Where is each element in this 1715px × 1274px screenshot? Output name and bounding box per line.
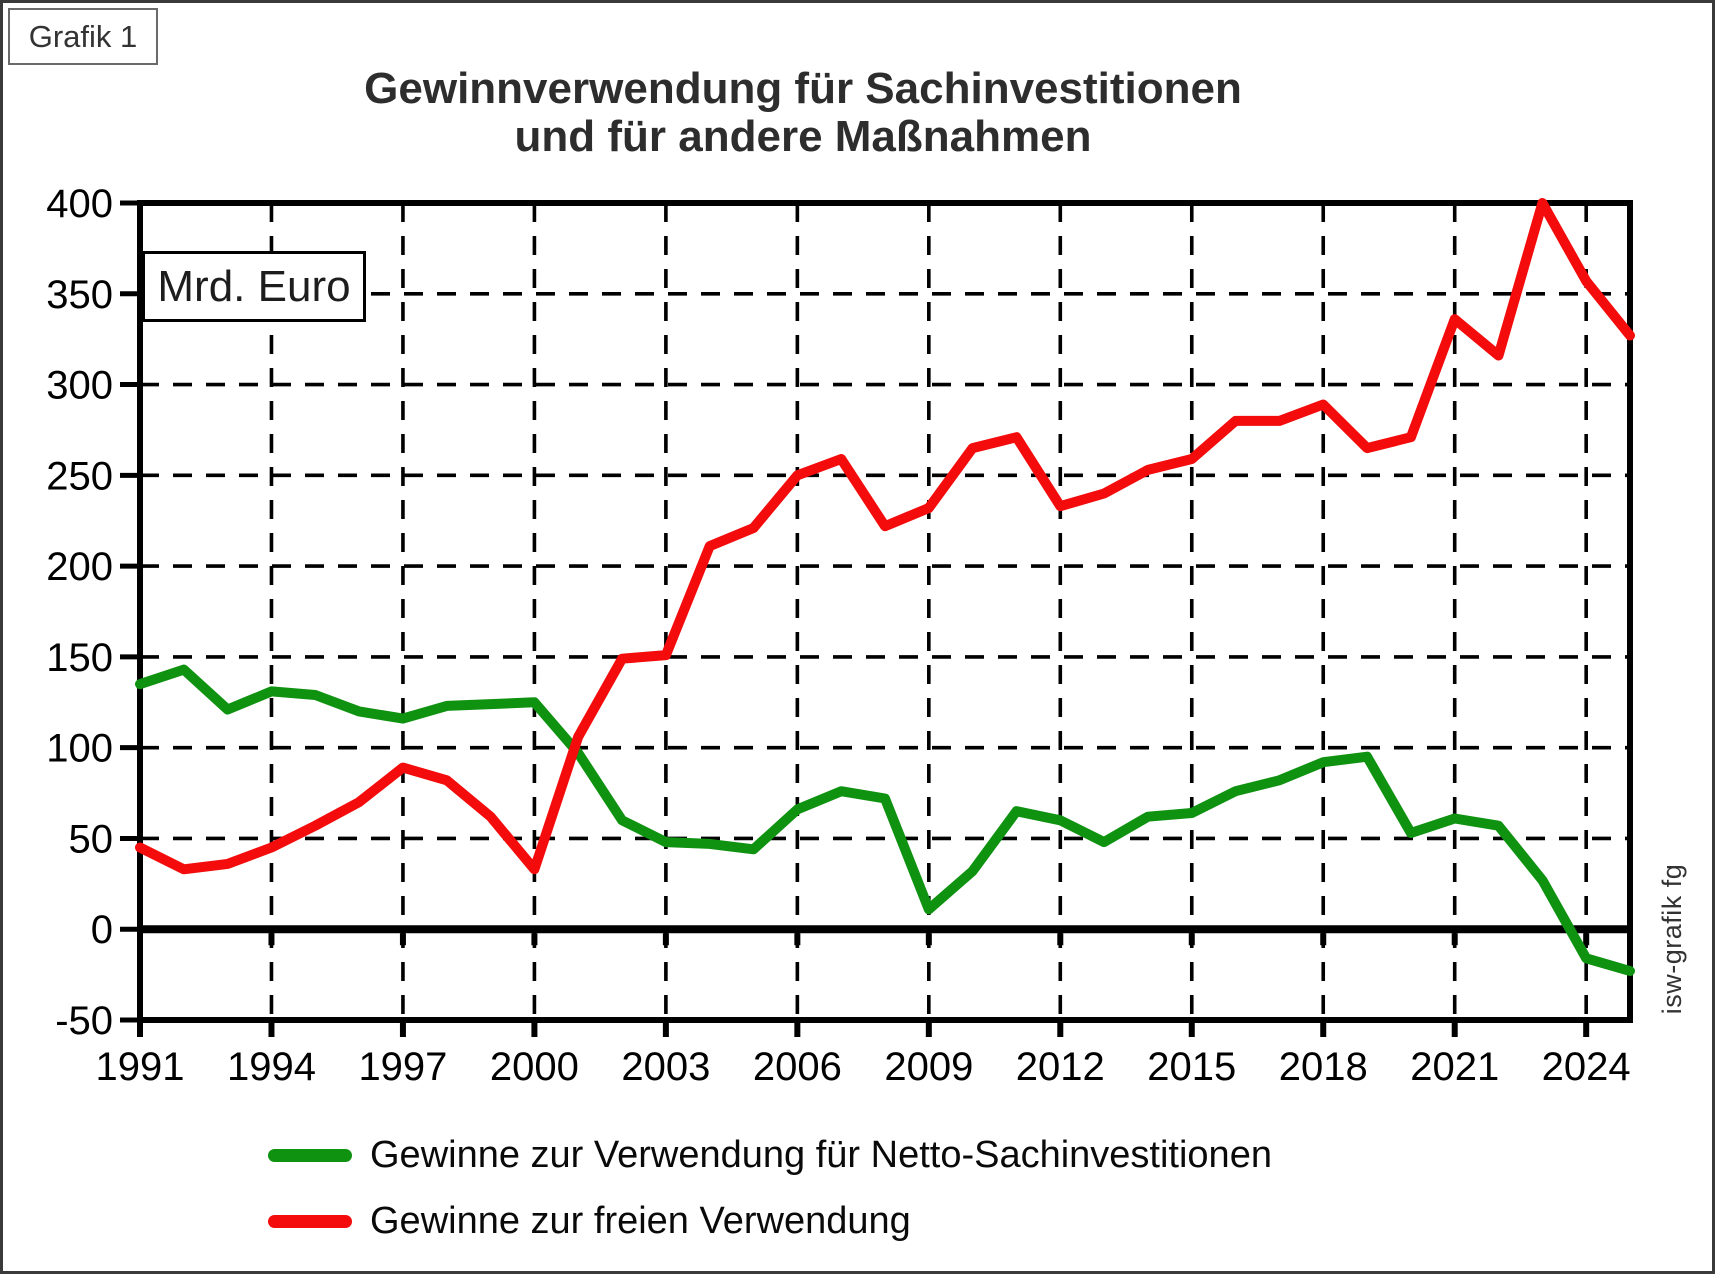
y-tick-label: -50: [55, 999, 113, 1043]
y-tick-label: 300: [46, 364, 113, 408]
plot-border: [137, 200, 1633, 1023]
watermark-credit: isw-grafik fg: [1657, 863, 1687, 1015]
x-tick-label: 1994: [227, 1045, 316, 1089]
unit-label: Mrd. Euro: [157, 261, 351, 311]
legend-swatch-green-line: [268, 1148, 352, 1162]
x-tick-label: 2012: [1016, 1045, 1105, 1089]
chart-title: Gewinnverwendung für Sachinvestitionen u…: [3, 65, 1603, 160]
y-tick-label: 150: [46, 636, 113, 680]
x-tick-label: 2006: [753, 1045, 842, 1089]
legend-label-free-use: Gewinne zur freien Verwendung: [370, 1199, 911, 1242]
x-tick-label: 1997: [358, 1045, 447, 1089]
legend-item-net-investment: Gewinne zur Verwendung für Netto-Sachinv…: [268, 1129, 1272, 1181]
legend-item-free-use: Gewinne zur freien Verwendung: [268, 1195, 1272, 1247]
y-tick-label: 250: [46, 454, 113, 498]
y-tick-label: 100: [46, 727, 113, 771]
x-tick-label: 2018: [1279, 1045, 1368, 1089]
x-tick-label: 2000: [490, 1045, 579, 1089]
chart-title-line2: und für andere Maßnahmen: [514, 111, 1092, 161]
y-tick-label: 200: [46, 545, 113, 589]
x-tick-label: 2009: [884, 1045, 973, 1089]
chart-plot: -50 0 50 100 150 200 250 300 350 400 1991 1994 1997 2…: [46, 182, 1635, 1089]
chart-title-line1: Gewinnverwendung für Sachinvestitionen: [364, 64, 1242, 113]
series-line-free-use: [135, 198, 1635, 875]
y-tick-label: 50: [69, 817, 114, 861]
y-tick-label: 400: [46, 182, 113, 226]
legend-swatch-red-line: [268, 1214, 352, 1228]
grafik-number-label: Grafik 1: [28, 18, 138, 54]
y-tick-label: 350: [46, 273, 113, 317]
grafik-number-box: Grafik 1: [8, 8, 158, 65]
unit-label-box: Mrd. Euro: [142, 251, 366, 322]
x-tick-label: 2003: [621, 1045, 710, 1089]
x-tick-label: 1991: [96, 1045, 185, 1089]
series-line-net-investment: [135, 664, 1635, 976]
x-tick-label: 2024: [1542, 1045, 1631, 1089]
x-tick-label: 2015: [1147, 1045, 1236, 1089]
legend: Gewinne zur Verwendung für Netto-Sachinv…: [268, 1129, 1272, 1261]
x-tick-label: 2021: [1410, 1045, 1499, 1089]
legend-label-net-investment: Gewinne zur Verwendung für Netto-Sachinv…: [370, 1133, 1272, 1176]
y-tick-label: 0: [91, 908, 113, 952]
